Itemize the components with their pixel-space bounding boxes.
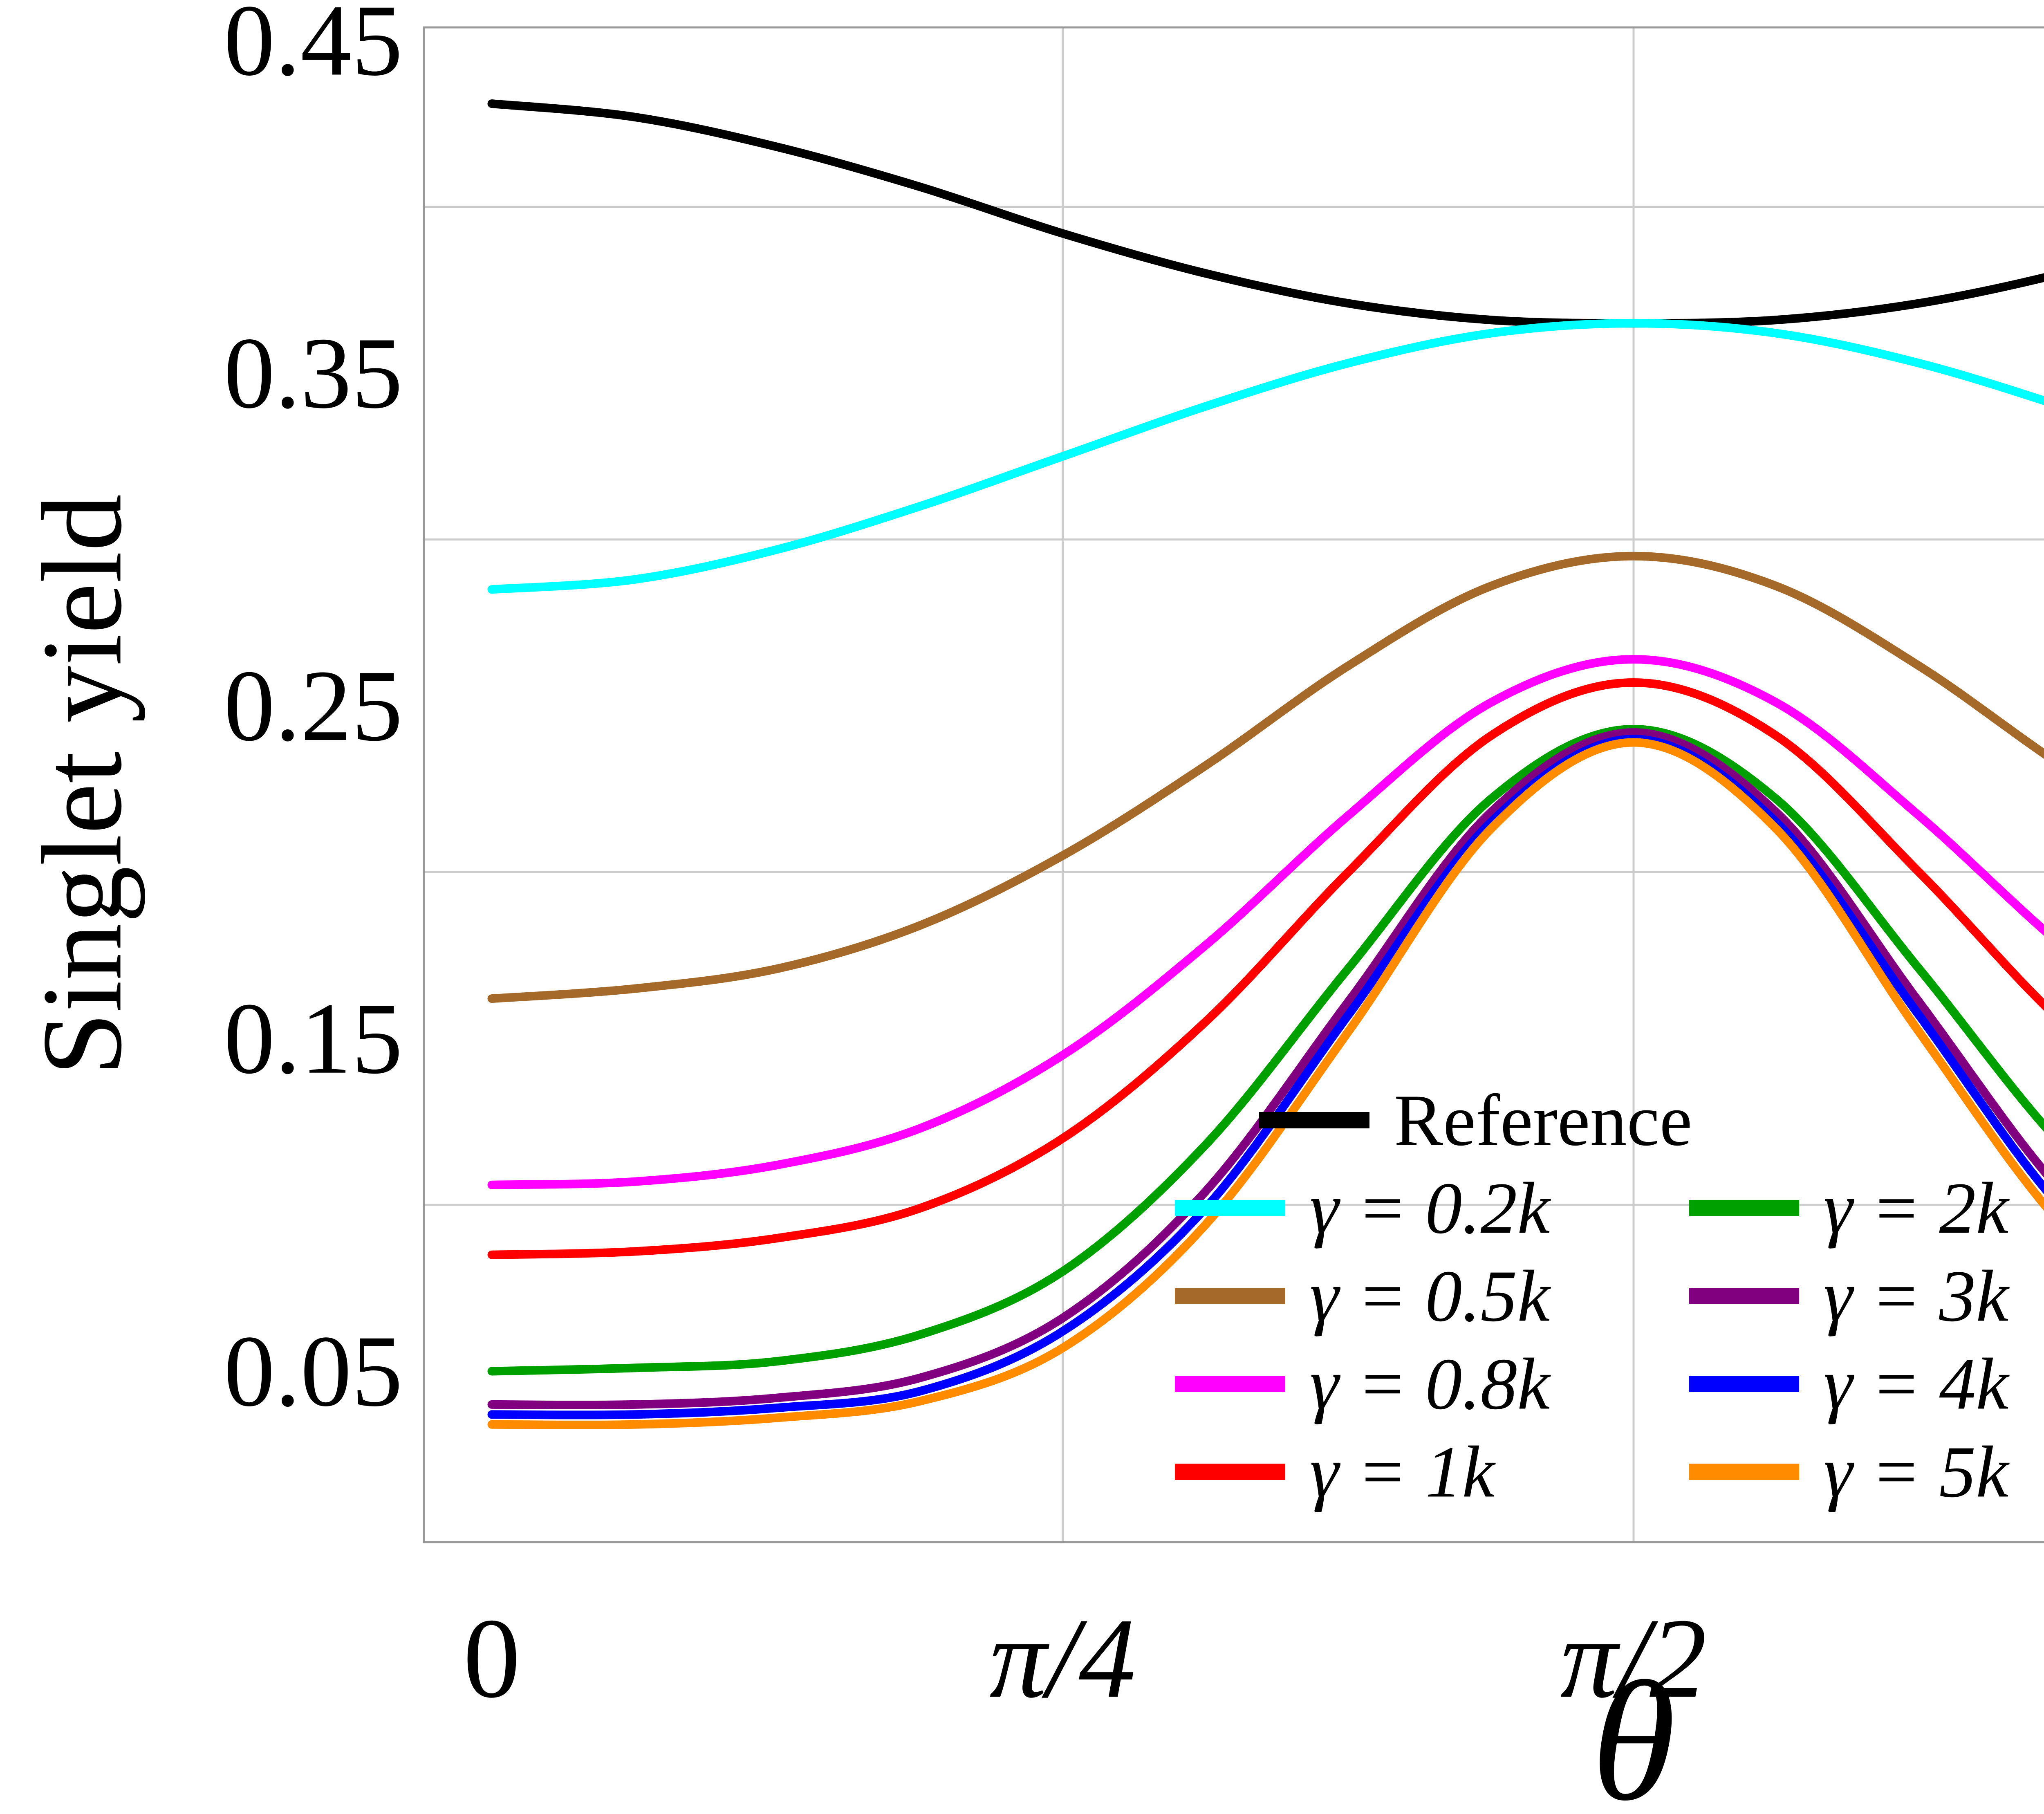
legend-label-gamma-4k: γ = 4k bbox=[1824, 1343, 2010, 1425]
y-tick-label: 0.15 bbox=[224, 982, 403, 1095]
series-line-gamma-0-8k bbox=[487, 655, 2044, 1189]
x-tick-label: π/2 bbox=[1560, 1594, 1707, 1722]
legend-label-gamma-0-8k: γ = 0.8k bbox=[1310, 1343, 1551, 1425]
x-tick-label: π/4 bbox=[989, 1594, 1136, 1722]
legend-label-gamma-3k: γ = 3k bbox=[1824, 1256, 2010, 1337]
legend-label-gamma-2k: γ = 2k bbox=[1824, 1168, 2010, 1249]
y-tick-label: 0.25 bbox=[224, 649, 403, 762]
y-axis-label: Singlet yield bbox=[18, 494, 146, 1076]
legend-label-gamma-0-5k: γ = 0.5k bbox=[1310, 1256, 1551, 1337]
series-line-gamma-3k bbox=[487, 728, 2044, 1410]
legend-label-gamma-0-2k: γ = 0.2k bbox=[1310, 1168, 1551, 1249]
x-tick-label: 0 bbox=[463, 1594, 520, 1722]
y-tick-label: 0.45 bbox=[224, 0, 403, 97]
plot-frame bbox=[423, 26, 2044, 1543]
series-line-gamma-1k bbox=[487, 678, 2044, 1259]
series-line-gamma-0-5k bbox=[487, 552, 2044, 1003]
legend-label-reference: Reference bbox=[1394, 1080, 1692, 1161]
x-axis-label: θ bbox=[1591, 1646, 1676, 1814]
legend-label-gamma-1k: γ = 1k bbox=[1310, 1431, 1496, 1513]
series-line-gamma-0-2k bbox=[487, 319, 2044, 594]
tick-labels: 0π/4π/23π/4π0.050.150.250.350.45 bbox=[224, 0, 1707, 1722]
series-line-gamma-5k bbox=[487, 738, 2044, 1429]
y-tick-label: 0.05 bbox=[224, 1315, 403, 1428]
series-group bbox=[487, 99, 2044, 1429]
legend-label-gamma-5k: γ = 5k bbox=[1824, 1431, 2010, 1513]
y-tick-label: 0.35 bbox=[224, 316, 403, 430]
